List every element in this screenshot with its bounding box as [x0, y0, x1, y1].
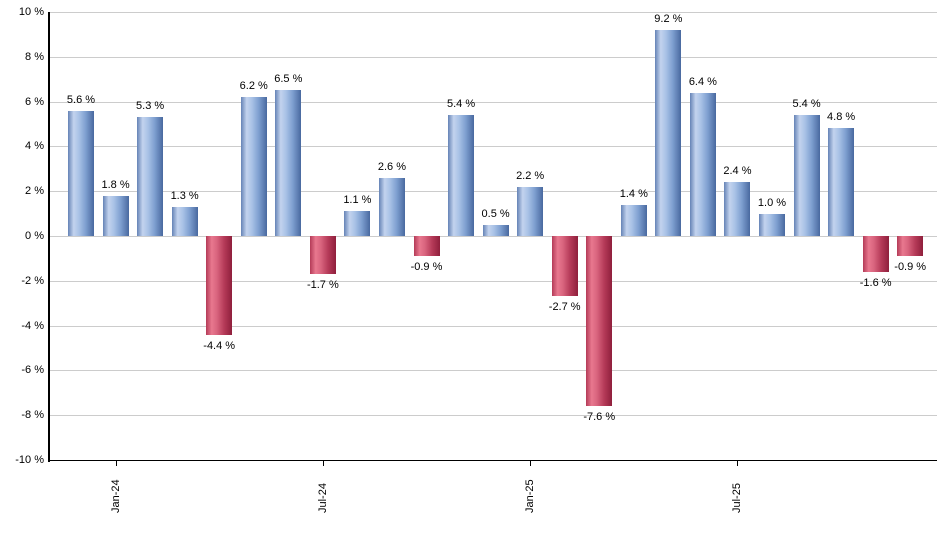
gridline — [49, 325, 937, 327]
bar — [68, 110, 94, 236]
gridline — [49, 12, 937, 13]
bar-value-label: 1.1 % — [343, 194, 372, 207]
bar — [689, 92, 716, 236]
bar — [137, 117, 164, 236]
bar-value-label: -0.9 % — [410, 261, 443, 274]
x-axis-label: Jan-24 — [109, 479, 122, 513]
bar — [828, 128, 855, 236]
bar-value-label: 1.8 % — [101, 178, 130, 191]
x-axis-tick — [322, 460, 324, 466]
bar — [448, 115, 475, 236]
bar-value-label: 2.6 % — [377, 160, 406, 173]
gridline — [49, 101, 937, 103]
x-axis-tick — [737, 460, 739, 466]
y-axis-label: -8 % — [21, 409, 44, 422]
bar — [206, 236, 233, 335]
gridline — [49, 56, 937, 58]
y-axis-label: 8 % — [25, 50, 44, 63]
bar — [655, 29, 682, 236]
gridline — [49, 280, 937, 282]
y-axis-label: -10 % — [15, 454, 44, 466]
y-axis-label: 0 % — [25, 230, 44, 242]
x-axis-tick — [530, 460, 532, 466]
bar-value-label: 5.4 % — [446, 98, 476, 111]
gridline — [49, 191, 937, 193]
bar-value-label: -7.6 % — [583, 411, 616, 424]
x-axis-label: Jul-24 — [316, 483, 329, 513]
gridline — [49, 415, 937, 417]
bar-value-label: 6.5 % — [274, 73, 303, 86]
bar — [862, 236, 889, 272]
gridline — [49, 236, 937, 237]
y-axis-label: 6 % — [25, 95, 44, 108]
bar — [413, 236, 440, 257]
y-axis-label: -4 % — [21, 319, 44, 332]
bar — [517, 186, 544, 236]
bar-value-label: 9.2 % — [654, 12, 683, 25]
bar — [275, 90, 302, 236]
bar — [309, 236, 336, 275]
bar-value-label: 1.4 % — [619, 187, 648, 200]
bar-value-label: 1.3 % — [170, 189, 199, 202]
bar-value-label: -0.9 % — [894, 261, 927, 274]
bar-value-label: 6.4 % — [688, 75, 717, 88]
bar — [102, 195, 129, 236]
y-axis-label: 2 % — [25, 185, 44, 198]
bar — [759, 213, 785, 236]
bar-value-label: 6.2 % — [239, 80, 268, 93]
bar-value-label: -1.6 % — [859, 276, 892, 289]
x-axis-line — [49, 459, 937, 461]
bar — [793, 115, 820, 236]
bar-value-label: 4.8 % — [827, 111, 856, 124]
y-axis-label: 4 % — [25, 140, 44, 153]
bar — [378, 177, 405, 236]
bar — [482, 224, 509, 236]
x-axis-tick — [115, 460, 117, 466]
bar — [897, 236, 924, 257]
bar — [171, 206, 198, 236]
bar-value-label: 1.0 % — [757, 196, 787, 209]
x-axis-label: Jul-25 — [731, 483, 744, 513]
bar — [586, 236, 613, 407]
bar — [240, 97, 267, 236]
bar-value-label: 5.3 % — [136, 100, 165, 113]
bar — [551, 236, 578, 297]
x-axis-label: Jan-25 — [524, 479, 537, 513]
bar — [344, 211, 371, 236]
bar-value-label: 2.2 % — [516, 169, 545, 182]
bar-value-label: -4.4 % — [203, 339, 236, 352]
y-axis-label: -6 % — [21, 364, 44, 377]
bar — [724, 182, 751, 236]
bar-value-label: -1.7 % — [306, 279, 339, 292]
bar-value-label: -2.7 % — [548, 301, 581, 314]
gridline — [49, 370, 937, 372]
y-axis-line — [48, 12, 50, 462]
y-axis-label: -2 % — [21, 274, 44, 287]
bar-value-label: 5.6 % — [66, 93, 96, 106]
bar-value-label: 5.4 % — [792, 98, 821, 111]
bar-value-label: 2.4 % — [723, 165, 752, 178]
bar — [620, 204, 647, 236]
bar-value-label: 0.5 % — [481, 207, 510, 220]
gridline — [49, 146, 937, 148]
y-axis-label: 10 % — [18, 6, 44, 18]
